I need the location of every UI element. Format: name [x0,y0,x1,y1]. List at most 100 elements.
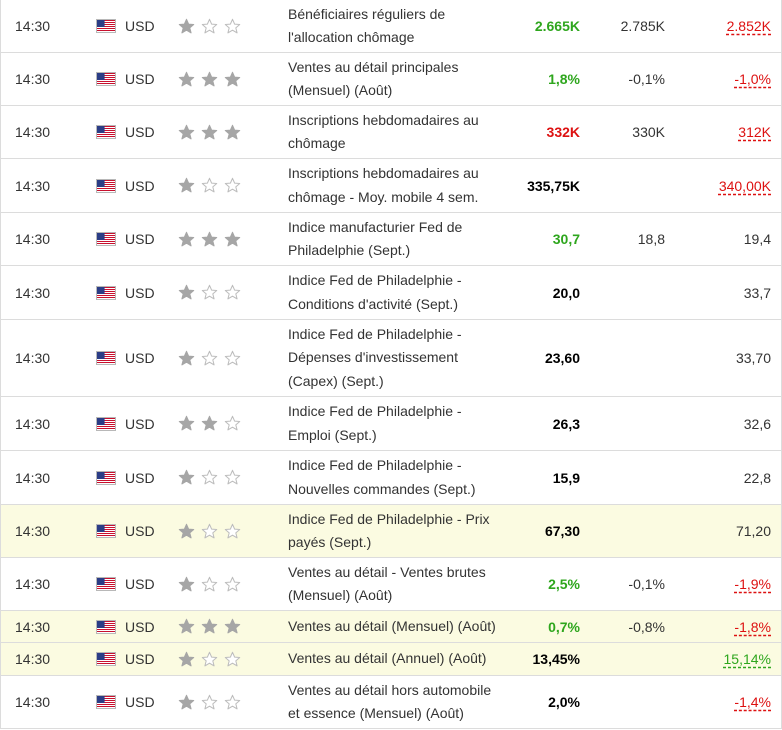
star-filled-icon [178,469,195,485]
star-filled-icon [178,71,195,86]
table-row[interactable]: 14:30 USD Ventes au détail (Annuel) (Aoû… [1,643,781,676]
event-name[interactable]: Indice Fed de Philadelphie - Nouvelles c… [288,457,476,497]
currency-cell: USD [96,71,176,87]
star-filled-icon [201,415,218,431]
event-time: 14:30 [15,618,51,635]
table-row[interactable]: 14:30 USD Ventes au détail principales (… [1,53,781,106]
previous-value: 19,4 [743,231,771,247]
forecast-value: 18,8 [637,231,665,247]
previous-value: -1,0% [734,71,771,87]
event-name[interactable]: Inscriptions hebdomadaires au chômage - … [288,165,479,205]
previous-value: 2.852K [726,18,771,34]
star-filled-icon [178,350,195,365]
importance-stars [176,177,288,194]
star-empty-icon [224,284,241,300]
actual-value: 23,60 [544,350,580,366]
event-name[interactable]: Ventes au détail (Mensuel) (Août) [288,617,496,634]
table-row[interactable]: 14:30 USD Indice Fed de Philadelphie - N… [1,451,781,505]
event-name[interactable]: Bénéficiaires réguliers de l'allocation … [288,5,446,46]
currency-label: USD [125,231,155,247]
actual-value: 13,45% [532,651,580,667]
event-name[interactable]: Indice Fed de Philadelphie - Conditions … [288,272,462,312]
table-row[interactable]: 14:30 USD Ventes au détail hors automobi… [1,676,781,729]
actual-value: 67,30 [544,523,580,539]
actual-value: 2,0% [548,694,580,710]
actual-value: 0,7% [548,618,580,635]
star-filled-icon [178,177,195,193]
currency-cell: USD [96,231,176,247]
table-row[interactable]: 14:30 USD Inscriptions hebdomadaires au … [1,106,781,159]
importance-stars [176,71,288,88]
table-row[interactable]: 14:30 USD Indice Fed de Philadelphie - D… [1,320,781,397]
us-flag-icon [96,416,116,431]
importance-stars [176,576,288,593]
star-filled-icon [178,651,195,666]
importance-stars [176,231,288,248]
us-flag-icon [96,72,116,86]
event-name[interactable]: Ventes au détail principales (Mensuel) (… [288,58,459,99]
star-empty-icon [201,651,218,666]
table-row[interactable]: 14:30 USD Bénéficiaires réguliers de l'a… [1,0,781,53]
event-time: 14:30 [15,651,51,667]
event-name[interactable]: Ventes au détail hors automobile et esse… [288,681,492,722]
currency-label: USD [125,694,155,710]
table-row[interactable]: 14:30 USD Indice Fed de Philadelphie - P… [1,505,781,558]
previous-value: -1,8% [734,618,771,635]
currency-cell: USD [96,124,176,140]
us-flag-icon [96,19,116,33]
forecast-value: 2.785K [620,18,665,34]
event-name[interactable]: Indice Fed de Philadelphie - Emploi (Sep… [288,403,462,443]
event-time: 14:30 [15,177,51,194]
table-row[interactable]: 14:30 USD Inscriptions hebdomadaires au … [1,159,781,213]
event-name[interactable]: Indice Fed de Philadelphie - Prix payés … [288,510,490,551]
star-empty-icon [224,469,241,485]
importance-stars [176,415,288,432]
currency-cell: USD [96,523,176,539]
star-filled-icon [224,618,241,634]
star-empty-icon [201,523,218,538]
event-name[interactable]: Inscriptions hebdomadaires au chômage [288,111,479,152]
event-time: 14:30 [15,231,51,247]
table-row[interactable]: 14:30 USD Ventes au détail - Ventes brut… [1,558,781,611]
event-time: 14:30 [15,694,51,710]
star-empty-icon [224,651,241,666]
table-row[interactable]: 14:30 USD Indice Fed de Philadelphie - E… [1,397,781,451]
previous-value: -1,9% [734,576,771,592]
table-row[interactable]: 14:30 USD Ventes au détail (Mensuel) (Ao… [1,611,781,643]
event-name[interactable]: Indice Fed de Philadelphie - Dépenses d'… [288,325,462,389]
currency-label: USD [125,415,155,432]
currency-cell: USD [96,651,176,667]
star-empty-icon [224,576,241,591]
currency-label: USD [125,469,155,486]
table-row[interactable]: 14:30 USD Indice manufacturier Fed de Ph… [1,213,781,266]
us-flag-icon [96,285,116,300]
event-name[interactable]: Ventes au détail - Ventes brutes (Mensue… [288,563,486,604]
currency-cell: USD [96,18,176,34]
star-filled-icon [178,618,195,634]
currency-cell: USD [96,694,176,710]
star-filled-icon [178,694,195,709]
event-name[interactable]: Ventes au détail (Annuel) (Août) [288,650,487,667]
forecast-value: 330K [632,124,665,140]
star-filled-icon [201,71,218,86]
star-empty-icon [224,415,241,431]
us-flag-icon [96,125,116,139]
currency-cell: USD [96,619,176,635]
forecast-value: -0,1% [628,576,665,592]
event-time: 14:30 [15,350,51,366]
forecast-value: -0,8% [628,618,665,635]
us-flag-icon [96,652,116,666]
table-row[interactable]: 14:30 USD Indice Fed de Philadelphie - C… [1,266,781,320]
importance-stars [176,350,288,367]
currency-label: USD [125,18,155,34]
event-time: 14:30 [15,71,51,87]
actual-value: 1,8% [548,71,580,87]
star-filled-icon [224,231,241,246]
star-filled-icon [178,576,195,591]
us-flag-icon [96,577,116,591]
currency-label: USD [125,71,155,87]
event-name[interactable]: Indice manufacturier Fed de Philadelphie… [288,218,463,259]
us-flag-icon [96,524,116,538]
us-flag-icon [96,232,116,246]
